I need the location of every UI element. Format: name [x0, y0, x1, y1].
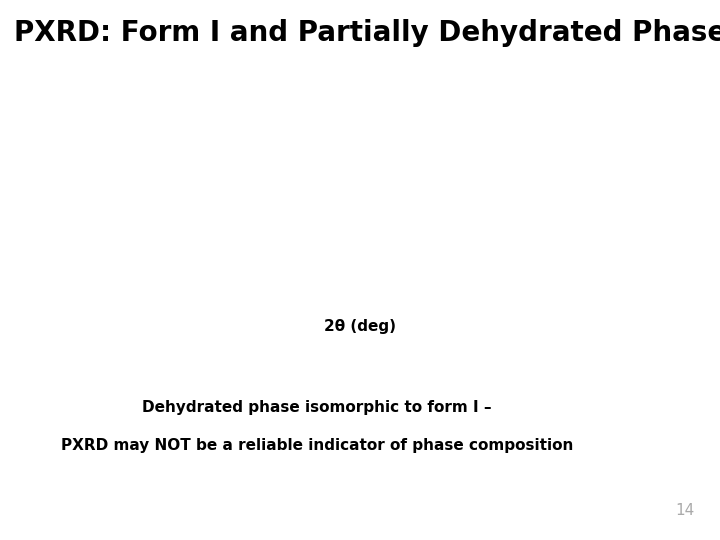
- Text: PXRD may NOT be a reliable indicator of phase composition: PXRD may NOT be a reliable indicator of …: [60, 438, 573, 453]
- Text: 14: 14: [675, 503, 695, 518]
- Text: 2θ (deg): 2θ (deg): [324, 319, 396, 334]
- Text: Dehydrated phase isomorphic to form I –: Dehydrated phase isomorphic to form I –: [142, 400, 492, 415]
- Text: PXRD: Form I and Partially Dehydrated Phase: PXRD: Form I and Partially Dehydrated Ph…: [14, 19, 720, 47]
